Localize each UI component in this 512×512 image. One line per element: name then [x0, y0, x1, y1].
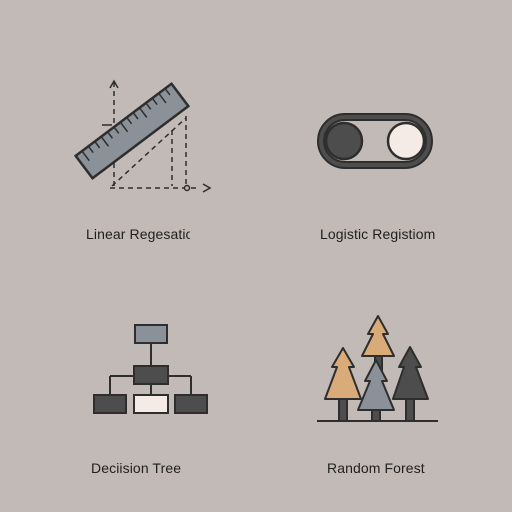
decision-tree-label: Deciision Tree — [91, 460, 182, 476]
logistic-regression-label: Logistic Registiom — [320, 226, 436, 242]
linear-regression-label: Linear Regesatio — [86, 226, 190, 242]
random-forest-label: Random Forest — [327, 460, 425, 476]
